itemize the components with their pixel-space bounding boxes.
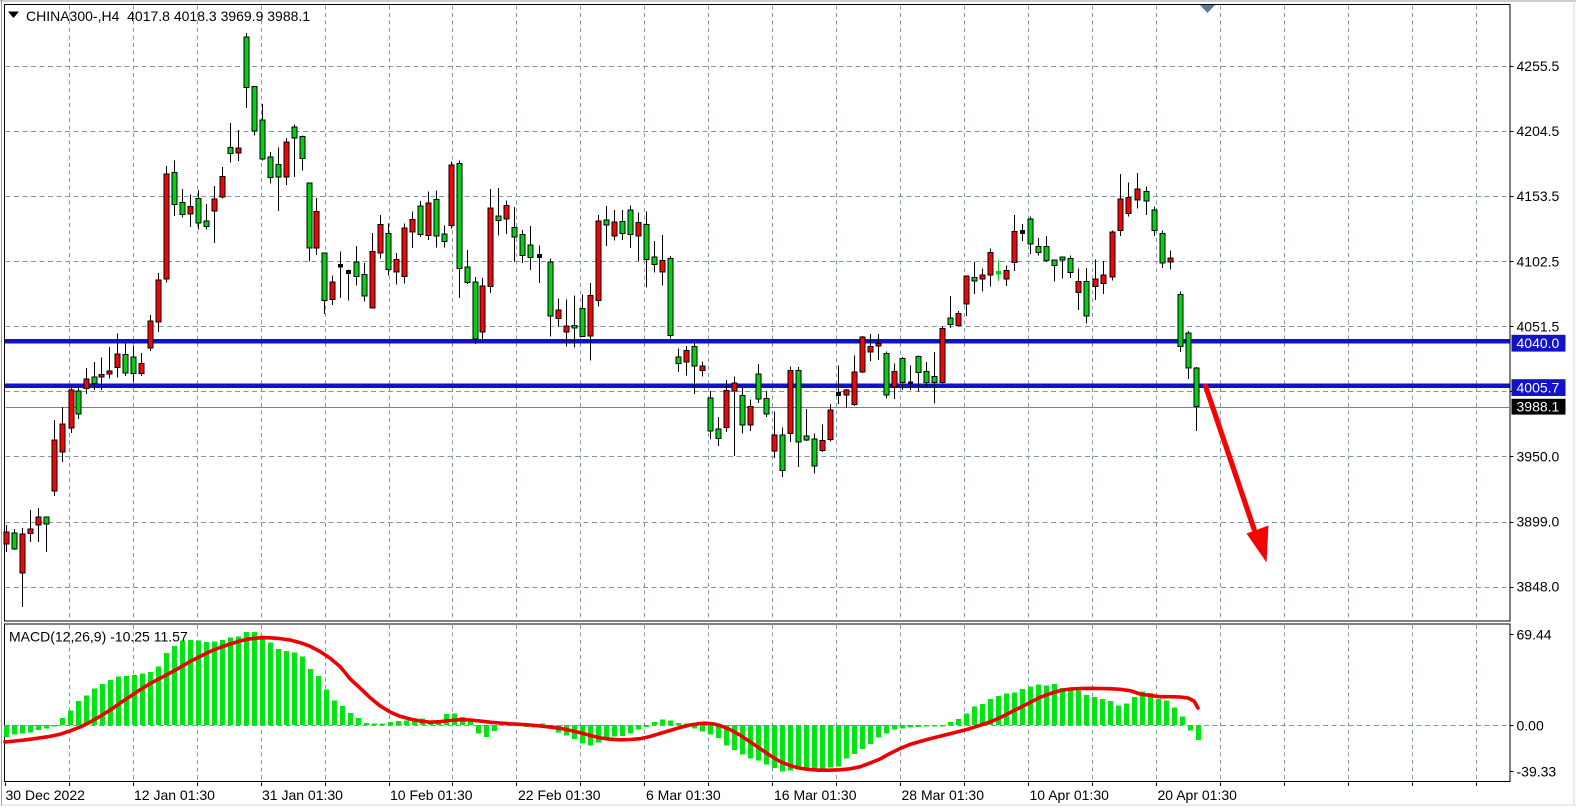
svg-text:3950.0: 3950.0: [1517, 449, 1560, 465]
svg-text:10 Feb 01:30: 10 Feb 01:30: [390, 787, 473, 803]
svg-text:4153.5: 4153.5: [1517, 188, 1560, 204]
svg-text:CHINA300-,H4 4017.8 4018.3 39: CHINA300-,H4 4017.8 4018.3 3969.9 3988.1: [26, 8, 310, 24]
svg-text:22 Feb 01:30: 22 Feb 01:30: [518, 787, 601, 803]
svg-text:0.00: 0.00: [1517, 718, 1544, 734]
svg-text:4255.5: 4255.5: [1517, 58, 1560, 74]
svg-text:4204.5: 4204.5: [1517, 123, 1560, 139]
svg-text:16 Mar 01:30: 16 Mar 01:30: [774, 787, 857, 803]
svg-text:3988.1: 3988.1: [1517, 399, 1560, 415]
svg-text:30 Dec 2022: 30 Dec 2022: [6, 787, 86, 803]
svg-text:3848.0: 3848.0: [1517, 579, 1560, 595]
svg-text:4040.0: 4040.0: [1517, 335, 1560, 351]
svg-text:4102.5: 4102.5: [1517, 253, 1560, 269]
svg-text:10 Apr 01:30: 10 Apr 01:30: [1030, 787, 1110, 803]
svg-text:6 Mar 01:30: 6 Mar 01:30: [646, 787, 721, 803]
svg-text:-39.33: -39.33: [1517, 764, 1557, 780]
svg-text:28 Mar 01:30: 28 Mar 01:30: [902, 787, 985, 803]
svg-text:4051.5: 4051.5: [1517, 318, 1560, 334]
svg-text:31 Jan 01:30: 31 Jan 01:30: [262, 787, 343, 803]
svg-text:69.44: 69.44: [1517, 627, 1552, 643]
svg-text:4005.7: 4005.7: [1517, 380, 1560, 396]
svg-text:3899.0: 3899.0: [1517, 514, 1560, 530]
svg-text:12 Jan 01:30: 12 Jan 01:30: [134, 787, 215, 803]
svg-text:20 Apr 01:30: 20 Apr 01:30: [1158, 787, 1238, 803]
svg-text:MACD(12,26,9) -10.25 11.57: MACD(12,26,9) -10.25 11.57: [9, 629, 188, 645]
